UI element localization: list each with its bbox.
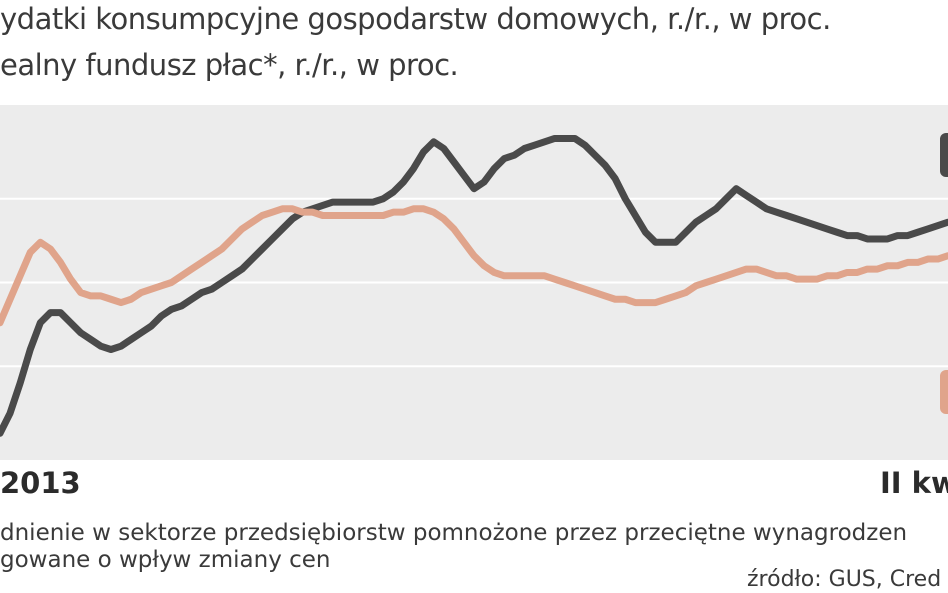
- source-note: źródło: GUS, Cred: [747, 567, 942, 592]
- series-line-wages: [0, 205, 948, 327]
- legend-series-wages: ealny fundusz płac*, r./r., w proc.: [0, 48, 459, 82]
- legend-marker-wages: [940, 370, 948, 414]
- line-chart: [0, 133, 948, 437]
- series-line-consumption: [0, 134, 948, 437]
- plot-area: [0, 105, 948, 460]
- x-tick-label-end: II kw: [880, 466, 948, 500]
- footnote-line-2: gowane o wpływ zmiany cen: [0, 547, 331, 573]
- legend-series-consumption: ydatki konsumpcyjne gospodarstw domowych…: [0, 2, 831, 36]
- legend-marker-consumption: [940, 133, 948, 177]
- x-tick-label-start: 2013: [0, 466, 81, 500]
- footnote-line-1: dnienie w sektorze przedsiębiorstw pomno…: [0, 520, 908, 546]
